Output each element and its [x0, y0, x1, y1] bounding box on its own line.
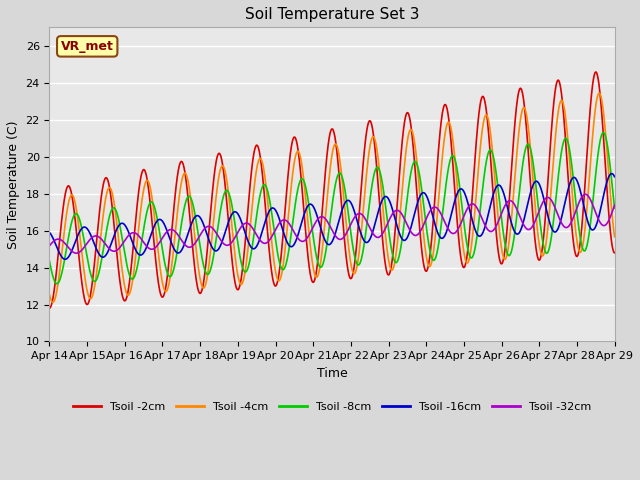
Tsoil -2cm [307, 275, 315, 281]
Tsoil -2cm [611, 250, 618, 256]
Line: Tsoil -2cm: Tsoil -2cm [49, 72, 614, 308]
Text: VR_met: VR_met [61, 40, 114, 53]
Y-axis label: Soil Temperature (C): Soil Temperature (C) [7, 120, 20, 249]
Tsoil -16cm [298, 221, 305, 227]
Tsoil -8cm [45, 258, 53, 264]
Line: Tsoil -8cm: Tsoil -8cm [49, 132, 614, 284]
Tsoil -8cm [611, 205, 618, 211]
Tsoil -32cm [72, 250, 80, 256]
Tsoil -8cm [367, 186, 375, 192]
X-axis label: Time: Time [317, 367, 348, 380]
Tsoil -4cm [90, 289, 97, 295]
Tsoil -16cm [45, 229, 53, 235]
Tsoil -4cm [367, 137, 375, 143]
Tsoil -32cm [90, 234, 97, 240]
Tsoil -16cm [61, 256, 69, 262]
Tsoil -2cm [90, 272, 97, 278]
Tsoil -8cm [298, 176, 305, 182]
Tsoil -4cm [595, 90, 603, 96]
Tsoil -16cm [308, 202, 316, 207]
Tsoil -8cm [53, 281, 61, 287]
Tsoil -32cm [286, 221, 294, 227]
Tsoil -2cm [285, 160, 293, 166]
Line: Tsoil -32cm: Tsoil -32cm [49, 194, 614, 253]
Tsoil -32cm [113, 248, 120, 253]
Tsoil -2cm [367, 120, 375, 125]
Tsoil -4cm [611, 234, 618, 240]
Tsoil -16cm [611, 174, 618, 180]
Tsoil -32cm [298, 238, 305, 244]
Tsoil -32cm [582, 192, 589, 197]
Tsoil -16cm [608, 171, 616, 177]
Tsoil -4cm [298, 159, 305, 165]
Tsoil -4cm [113, 218, 120, 224]
Tsoil -16cm [286, 243, 294, 249]
Line: Tsoil -16cm: Tsoil -16cm [49, 174, 614, 259]
Tsoil -2cm [45, 305, 53, 311]
Tsoil -2cm [297, 173, 305, 179]
Tsoil -4cm [308, 253, 316, 259]
Tsoil -2cm [113, 244, 120, 250]
Tsoil -4cm [286, 200, 294, 205]
Legend: Tsoil -2cm, Tsoil -4cm, Tsoil -8cm, Tsoil -16cm, Tsoil -32cm: Tsoil -2cm, Tsoil -4cm, Tsoil -8cm, Tsoi… [68, 397, 595, 416]
Tsoil -8cm [308, 221, 316, 227]
Tsoil -16cm [113, 227, 120, 232]
Tsoil -8cm [90, 278, 97, 284]
Tsoil -32cm [367, 228, 375, 234]
Tsoil -2cm [592, 69, 600, 75]
Tsoil -32cm [45, 243, 53, 249]
Tsoil -8cm [113, 209, 120, 215]
Line: Tsoil -4cm: Tsoil -4cm [49, 93, 614, 302]
Tsoil -32cm [308, 228, 316, 233]
Tsoil -16cm [90, 239, 97, 245]
Title: Soil Temperature Set 3: Soil Temperature Set 3 [244, 7, 419, 22]
Tsoil -8cm [286, 242, 294, 248]
Tsoil -32cm [611, 203, 618, 208]
Tsoil -8cm [600, 130, 607, 135]
Tsoil -4cm [49, 300, 57, 305]
Tsoil -4cm [45, 292, 53, 298]
Tsoil -16cm [367, 233, 375, 239]
